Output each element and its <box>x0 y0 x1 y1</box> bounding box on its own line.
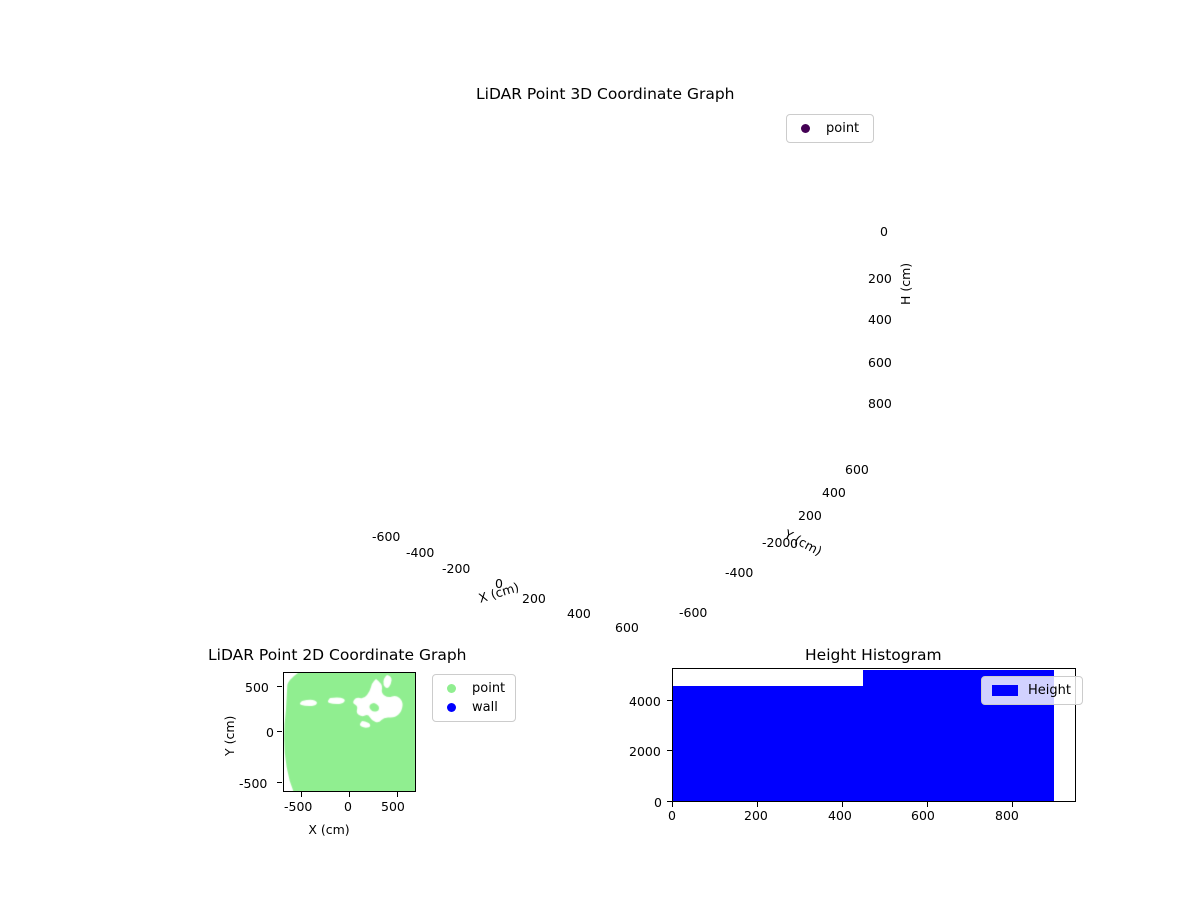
legend-label-height: Height <box>1028 683 1071 698</box>
plot2d-ylabel: Y (cm) <box>222 715 237 756</box>
plot3d-xtick-5: 400 <box>567 606 591 621</box>
histogram-title: Height Histogram <box>805 646 942 664</box>
plot2d-ytick-0: 500 <box>245 680 269 695</box>
hist-ytick-1: 2000 <box>629 744 661 759</box>
plot2d-xlabel: X (cm) <box>308 822 350 837</box>
hist-xtick-1: 200 <box>744 808 768 823</box>
hist-xtick-2: 400 <box>828 808 852 823</box>
plot3d-ztick-1: 200 <box>868 271 892 286</box>
plot2d-xtick-2: 500 <box>381 799 405 814</box>
hist-xtickmark-1 <box>757 802 758 807</box>
plot2d-xtickmark-1 <box>349 792 350 797</box>
plot2d-xtick-1: 0 <box>344 799 352 814</box>
point-marker-icon <box>801 124 810 133</box>
plot2d-ytickmark-1 <box>277 731 282 732</box>
plot3d-legend[interactable]: point <box>786 114 874 143</box>
hist-xtick-3: 600 <box>911 808 935 823</box>
legend-label-point: point <box>826 121 860 136</box>
plot3d-ytick-5: 400 <box>822 485 846 500</box>
plot2d-ytick-2: -500 <box>239 776 268 791</box>
hist-ytick-0: 0 <box>654 795 662 810</box>
lidar-3d-axes[interactable] <box>150 100 1050 640</box>
legend-row-point: point <box>441 679 507 698</box>
lidar-2d-axes[interactable] <box>283 672 416 792</box>
plot3d-ytick-4: 200 <box>798 508 822 523</box>
hist-ytickmark-0 <box>667 801 672 802</box>
plot3d-ztick-2: 400 <box>868 312 892 327</box>
plot2d-title: LiDAR Point 2D Coordinate Graph <box>208 646 467 664</box>
plot2d-ytick-1: 0 <box>266 725 274 740</box>
plot3d-ytick-0: -600 <box>679 605 708 620</box>
plot3d-xtick-6: 600 <box>615 620 639 635</box>
hist-xtick-4: 800 <box>995 808 1019 823</box>
plot3d-zlabel: H (cm) <box>898 262 913 305</box>
hist-ytick-2: 4000 <box>629 694 661 709</box>
legend-label-point: point <box>472 681 506 696</box>
hist-ytickmark-2 <box>667 700 672 701</box>
plot3d-ytick-2: -200 <box>762 535 791 550</box>
legend-row-wall: wall <box>441 698 507 717</box>
plot3d-xtick-0: -600 <box>372 529 401 544</box>
plot3d-xtick-2: -200 <box>442 561 471 576</box>
plot3d-ytick-6: 600 <box>845 462 869 477</box>
hist-xtickmark-4 <box>1012 802 1013 807</box>
plot3d-title: LiDAR Point 3D Coordinate Graph <box>476 85 735 103</box>
legend-row-height: Height <box>990 681 1074 700</box>
point-marker-icon <box>447 684 456 693</box>
hist-ytickmark-1 <box>667 750 672 751</box>
legend-row-point: point <box>795 119 865 138</box>
plot3d-xtick-4: 200 <box>522 591 546 606</box>
histogram-bar-0 <box>673 686 864 801</box>
lidar-2d-pointcloud <box>284 673 415 791</box>
lidar-3d-pointcloud <box>150 100 1050 640</box>
hist-xtickmark-2 <box>842 802 843 807</box>
hist-xtick-0: 0 <box>668 808 676 823</box>
plot2d-ytickmark-0 <box>277 686 282 687</box>
plot2d-xtick-0: -500 <box>284 799 313 814</box>
hist-xtickmark-3 <box>927 802 928 807</box>
plot3d-ztick-3: 600 <box>868 355 892 370</box>
plot3d-xtick-1: -400 <box>406 545 435 560</box>
plot3d-xtick-3: 0 <box>495 576 503 591</box>
plot3d-ztick-4: 800 <box>868 396 892 411</box>
legend-label-wall: wall <box>472 700 498 715</box>
plot2d-xtickmark-0 <box>301 792 302 797</box>
plot2d-ytickmark-2 <box>277 782 282 783</box>
plot2d-legend[interactable]: point wall <box>432 674 516 722</box>
histogram-legend[interactable]: Height <box>981 676 1083 705</box>
wall-marker-icon <box>447 703 456 712</box>
plot2d-xtickmark-2 <box>397 792 398 797</box>
height-bar-swatch-icon <box>992 685 1018 696</box>
plot3d-ytick-1: -400 <box>725 565 754 580</box>
plot3d-ztick-0: 0 <box>880 224 888 239</box>
hist-xtickmark-0 <box>672 802 673 807</box>
plot3d-ytick-3: 0 <box>790 536 798 551</box>
